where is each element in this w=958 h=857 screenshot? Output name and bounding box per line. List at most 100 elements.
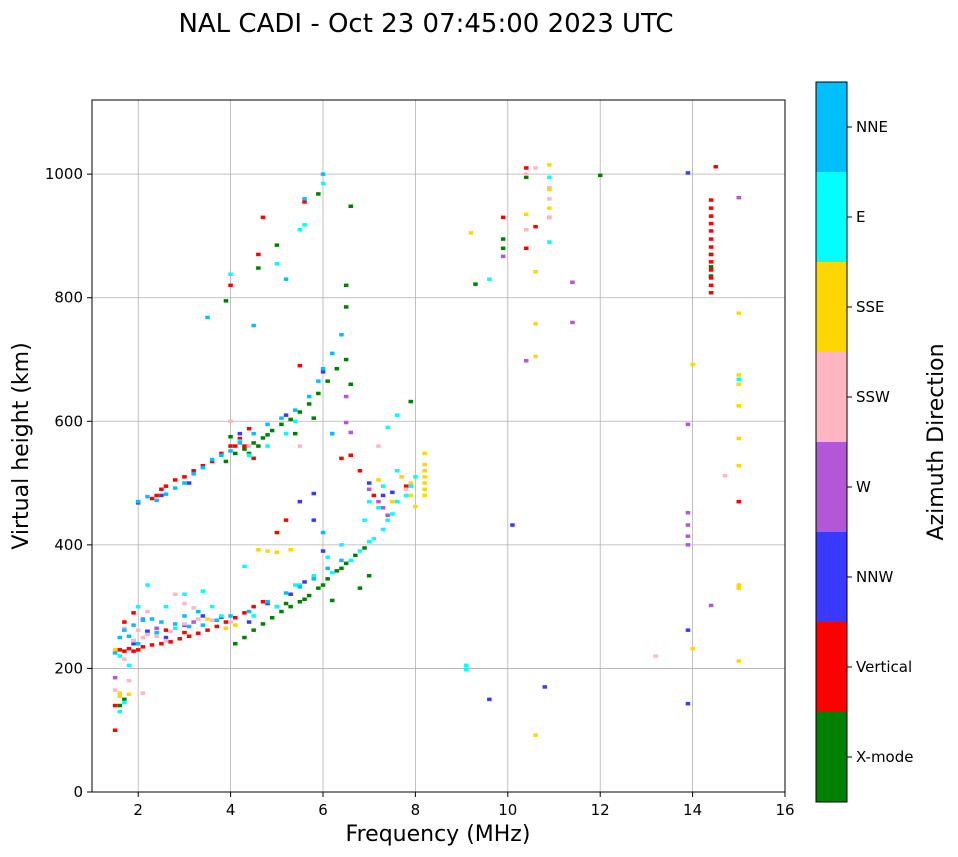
- echo-point-x-mode: [233, 451, 238, 456]
- echo-point-w: [736, 195, 741, 200]
- echo-point-e: [297, 228, 303, 232]
- echo-point-sse: [390, 499, 395, 504]
- echo-point-vertical: [163, 628, 169, 632]
- echo-point-nnw: [685, 701, 691, 706]
- echo-point-nne: [214, 618, 219, 622]
- x-tick-label: 2: [133, 801, 143, 819]
- echo-point-sse: [422, 475, 427, 479]
- echo-point-sse: [205, 617, 210, 621]
- echo-point-ssw: [228, 620, 233, 624]
- echo-point-x-mode: [283, 601, 289, 606]
- colorbar-label-vertical: Vertical: [856, 658, 912, 676]
- echo-point-sse: [736, 464, 741, 468]
- echo-point-vertical: [200, 464, 206, 468]
- echo-point-sse: [468, 231, 474, 235]
- echo-point-e: [209, 604, 215, 609]
- echo-point-w: [366, 487, 372, 491]
- echo-point-sse: [256, 548, 261, 552]
- echo-point-x-mode: [269, 428, 275, 433]
- echo-point-e: [408, 484, 413, 488]
- echo-point-e: [163, 604, 169, 609]
- echo-point-e: [274, 604, 280, 609]
- echo-point-sse: [736, 404, 741, 408]
- echo-point-nnw: [145, 629, 150, 634]
- echo-point-sse: [736, 586, 741, 590]
- y-tick-label: 0: [73, 783, 83, 801]
- echo-point-nnw: [186, 481, 192, 485]
- echo-point-ssw: [145, 632, 150, 637]
- echo-point-vertical: [242, 444, 247, 448]
- echo-point-ssw: [403, 487, 409, 491]
- echo-point-x-mode: [274, 243, 280, 247]
- echo-point-w: [570, 280, 575, 284]
- echo-point-e: [390, 512, 395, 516]
- data-points: [112, 163, 741, 737]
- echo-point-sse: [274, 550, 280, 554]
- echo-point-nne: [320, 172, 326, 176]
- echo-point-sse: [413, 504, 418, 509]
- echo-point-sse: [422, 451, 427, 456]
- echo-point-vertical: [159, 642, 164, 646]
- echo-point-vertical: [135, 648, 141, 652]
- echo-point-ssw: [228, 419, 233, 423]
- echo-point-vertical: [302, 200, 307, 204]
- echo-point-x-mode: [598, 173, 603, 178]
- echo-point-x-mode: [265, 433, 270, 437]
- echo-point-e: [330, 570, 335, 575]
- echo-point-x-mode: [343, 357, 349, 362]
- echo-point-e: [362, 518, 367, 522]
- echo-point-ssw: [653, 654, 658, 658]
- echo-point-nne: [237, 441, 243, 445]
- colorbar-swatch-ssw: [816, 352, 847, 442]
- echo-point-nne: [196, 609, 201, 614]
- echo-point-nne: [154, 498, 159, 503]
- echo-point-w: [500, 254, 506, 259]
- echo-point-vertical: [205, 628, 210, 632]
- echo-point-ssw: [168, 629, 173, 634]
- echo-point-x-mode: [256, 266, 261, 270]
- echo-point-vertical: [159, 487, 164, 491]
- echo-point-vertical: [371, 493, 377, 498]
- echo-point-ssw: [172, 592, 178, 596]
- echo-point-x-mode: [256, 444, 261, 448]
- echo-point-e: [325, 555, 330, 559]
- echo-point-vertical: [524, 246, 529, 250]
- echo-point-nne: [283, 591, 289, 595]
- echo-point-e: [366, 499, 372, 504]
- y-tick-label: 1000: [45, 165, 83, 183]
- echo-point-nne: [145, 494, 150, 499]
- echo-point-vertical: [260, 600, 266, 604]
- echo-point-vertical: [122, 620, 127, 624]
- echo-point-sse: [422, 462, 427, 467]
- echo-point-sse: [524, 212, 529, 217]
- echo-point-vertical: [117, 648, 122, 652]
- echo-point-nnw: [685, 628, 691, 632]
- echo-point-nne: [306, 394, 312, 399]
- echo-point-e: [357, 549, 363, 553]
- echo-point-vertical: [283, 518, 289, 522]
- echo-point-e: [172, 626, 178, 630]
- echo-point-ssw: [122, 626, 127, 630]
- echo-point-e: [348, 558, 353, 563]
- echo-point-e: [145, 583, 150, 587]
- echo-point-e: [464, 663, 469, 668]
- echo-point-vertical: [186, 634, 192, 638]
- echo-point-sse: [547, 187, 552, 192]
- echo-point-vertical: [274, 530, 280, 535]
- echo-point-nne: [140, 618, 146, 622]
- echo-point-vertical: [524, 166, 529, 170]
- echo-point-vertical: [339, 456, 344, 461]
- echo-point-e: [311, 574, 316, 578]
- echo-point-ssw: [376, 444, 381, 448]
- echo-point-vertical: [708, 198, 714, 202]
- echo-point-nnw: [320, 370, 326, 374]
- echo-point-vertical: [708, 237, 714, 241]
- echo-point-ssw: [191, 606, 196, 610]
- echo-point-vertical: [533, 224, 538, 229]
- echo-point-vertical: [708, 291, 714, 295]
- echo-point-nne: [320, 367, 326, 371]
- echo-point-nne: [219, 453, 224, 457]
- echo-point-sse: [690, 646, 695, 651]
- echo-point-ssw: [209, 618, 215, 622]
- echo-point-e: [339, 543, 344, 547]
